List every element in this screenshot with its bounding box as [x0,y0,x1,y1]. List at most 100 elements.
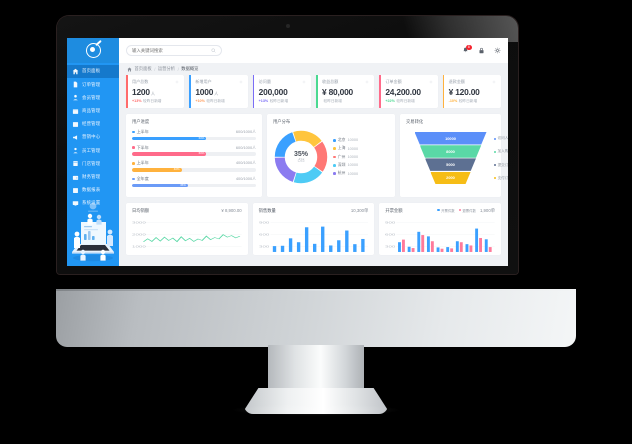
progress-row-0: 上半年 600/1000人 60% [132,129,256,141]
stat-card-3[interactable]: 收益总额 ¥ 80,000 较昨日新增 [315,75,375,108]
bar-0-3[interactable] [427,236,431,252]
gear-icon[interactable] [365,80,369,84]
monitor-stand [244,388,388,414]
bar-1-7[interactable] [469,245,473,252]
legend-label: 退票件数 [462,208,476,213]
stat-card-2[interactable]: 访问量 200,000 +13% 较昨日新增 [252,75,311,108]
sidebar-item-label: 系统设置 [82,200,101,206]
stat-value-number: ¥ 80,000 [321,87,353,97]
gear-icon[interactable] [175,80,179,84]
donut-legend-item-4[interactable]: 杭州 10000 [333,171,358,176]
bar-10[interactable] [352,243,357,252]
funnel-segment-2[interactable]: 5000 [425,158,476,171]
funnel-stage-name: 支付订单 [497,175,508,180]
bar-0-7[interactable] [465,243,469,252]
app-logo[interactable] [67,38,119,63]
list-icon [72,121,79,128]
sidebar-item-7[interactable]: 门店管理 [67,157,119,170]
bar-1-6[interactable] [460,241,464,252]
sidebar-item-label: 首页面板 [82,68,101,74]
gear-icon[interactable] [239,80,243,84]
sidebar-item-6[interactable]: 员工管理 [67,144,119,157]
search-box[interactable] [126,45,222,56]
donut-legend-item-3[interactable]: 深圳 10000 [333,163,358,168]
progress-value: 600/1000人 [235,144,256,150]
bar-1-5[interactable] [450,248,454,252]
stat-card-0[interactable]: 用户总数 1200人 +13% 较昨日新增 [126,75,185,108]
funnel-label-1: 加入购物车 [494,149,508,154]
plot-area: 900 600 300 [259,220,369,254]
bar-0-1[interactable] [408,246,411,252]
stat-card-1[interactable]: 新增用户 1000人 +10% 较昨日新增 [189,75,248,108]
sidebar-item-8[interactable]: 财务管理 [67,171,119,184]
bar-2[interactable] [288,238,292,252]
sidebar-item-1[interactable]: 订单管理 [67,78,119,91]
bar-4[interactable] [304,227,309,252]
bar-9[interactable] [344,230,349,252]
donut-legend-item-1[interactable]: 上海 10000 [333,146,358,151]
bar-1-4[interactable] [440,248,444,252]
bar-0-5[interactable] [446,246,450,252]
monitor-chin [56,289,576,347]
sidebar-item-4[interactable]: 经营管理 [67,118,119,131]
sidebar-item-9[interactable]: 数据报表 [67,184,119,197]
sidebar-item-5[interactable]: 营销中心 [67,131,119,144]
bar-1-0[interactable] [402,239,406,252]
bar-1-9[interactable] [489,246,492,252]
gear-icon[interactable] [492,80,496,84]
breadcrumb-item-1[interactable]: 运营分析 [157,66,176,71]
bar-1-3[interactable] [431,240,435,252]
bar-3[interactable] [296,241,300,252]
donut-slice-1[interactable] [274,130,328,184]
bar-0-8[interactable] [475,228,479,252]
bar-6[interactable] [320,226,325,252]
bar-0-6[interactable] [456,240,460,252]
donut-legend-item-0[interactable]: 北京 10000 [333,138,358,143]
stat-value-number: 24,200.00 [385,87,421,97]
gear-icon[interactable] [494,47,501,54]
gear-icon[interactable] [429,80,433,84]
sidebar-item-2[interactable]: 会员管理 [67,91,119,104]
stat-card-5[interactable]: 退款金额 ¥ 120.00 -10% 较昨日新增 [442,75,501,108]
bar-5[interactable] [312,243,317,252]
donut-legend-item-2[interactable]: 广州 10000 [333,155,358,160]
stat-card-4[interactable]: 订单金额 24,200.00 +22% 较昨日新增 [379,75,438,108]
bar-0-0[interactable] [398,241,402,252]
sidebar-item-label: 会员管理 [82,94,101,100]
breadcrumb-item-0[interactable]: 首页面板 [134,66,152,71]
bar-0-2[interactable] [417,231,421,252]
sidebar-item-3[interactable]: 商品管理 [67,105,119,118]
chart-legend-item-1[interactable]: 退票件数 [458,208,476,213]
bar-1[interactable] [280,245,284,252]
bar-1-2[interactable] [421,234,425,252]
bar-1-1[interactable] [411,247,415,252]
bar-7[interactable] [328,245,333,252]
notification-bell-icon[interactable]: 8 [462,45,472,54]
search-input[interactable] [132,48,211,53]
sidebar-item-10[interactable]: 系统设置 [67,197,119,210]
funnel-segment-0[interactable]: 10000 [414,132,487,145]
sidebar-item-label: 商品管理 [82,107,101,113]
funnel-segment-3[interactable]: 2000 [430,171,471,185]
bar-8[interactable] [336,240,341,252]
stat-card-title: 退款金额 [448,79,466,84]
donut-slice-3[interactable] [274,130,328,184]
bar-0-9[interactable] [485,239,489,252]
bar-0[interactable] [272,245,276,252]
progress-fill: 40% [132,167,182,172]
sidebar-item-label: 经营管理 [82,121,101,127]
funnel-segment-1[interactable]: 8000 [419,145,482,158]
stat-card-value: 24,200.00 [385,87,432,97]
sidebar-item-0[interactable]: 首页面板 [67,65,119,79]
y-tick-1: 2000 [132,233,146,236]
bar-1-8[interactable] [479,237,483,252]
bar-0-4[interactable] [436,247,440,252]
donut-slice-2[interactable] [274,130,328,184]
gear-icon[interactable] [302,80,306,84]
progress-percent: 40% [173,167,180,171]
bottom-charts: 日均销额 ¥ 8,900.00 3000 2000 1000 销售数量 10,300单 900… [126,202,502,255]
bar-11[interactable] [360,238,365,252]
lock-icon[interactable] [478,47,485,54]
chart-legend-item-0[interactable]: 开票件数 [437,208,455,213]
stat-value-unit: 人 [150,91,155,96]
